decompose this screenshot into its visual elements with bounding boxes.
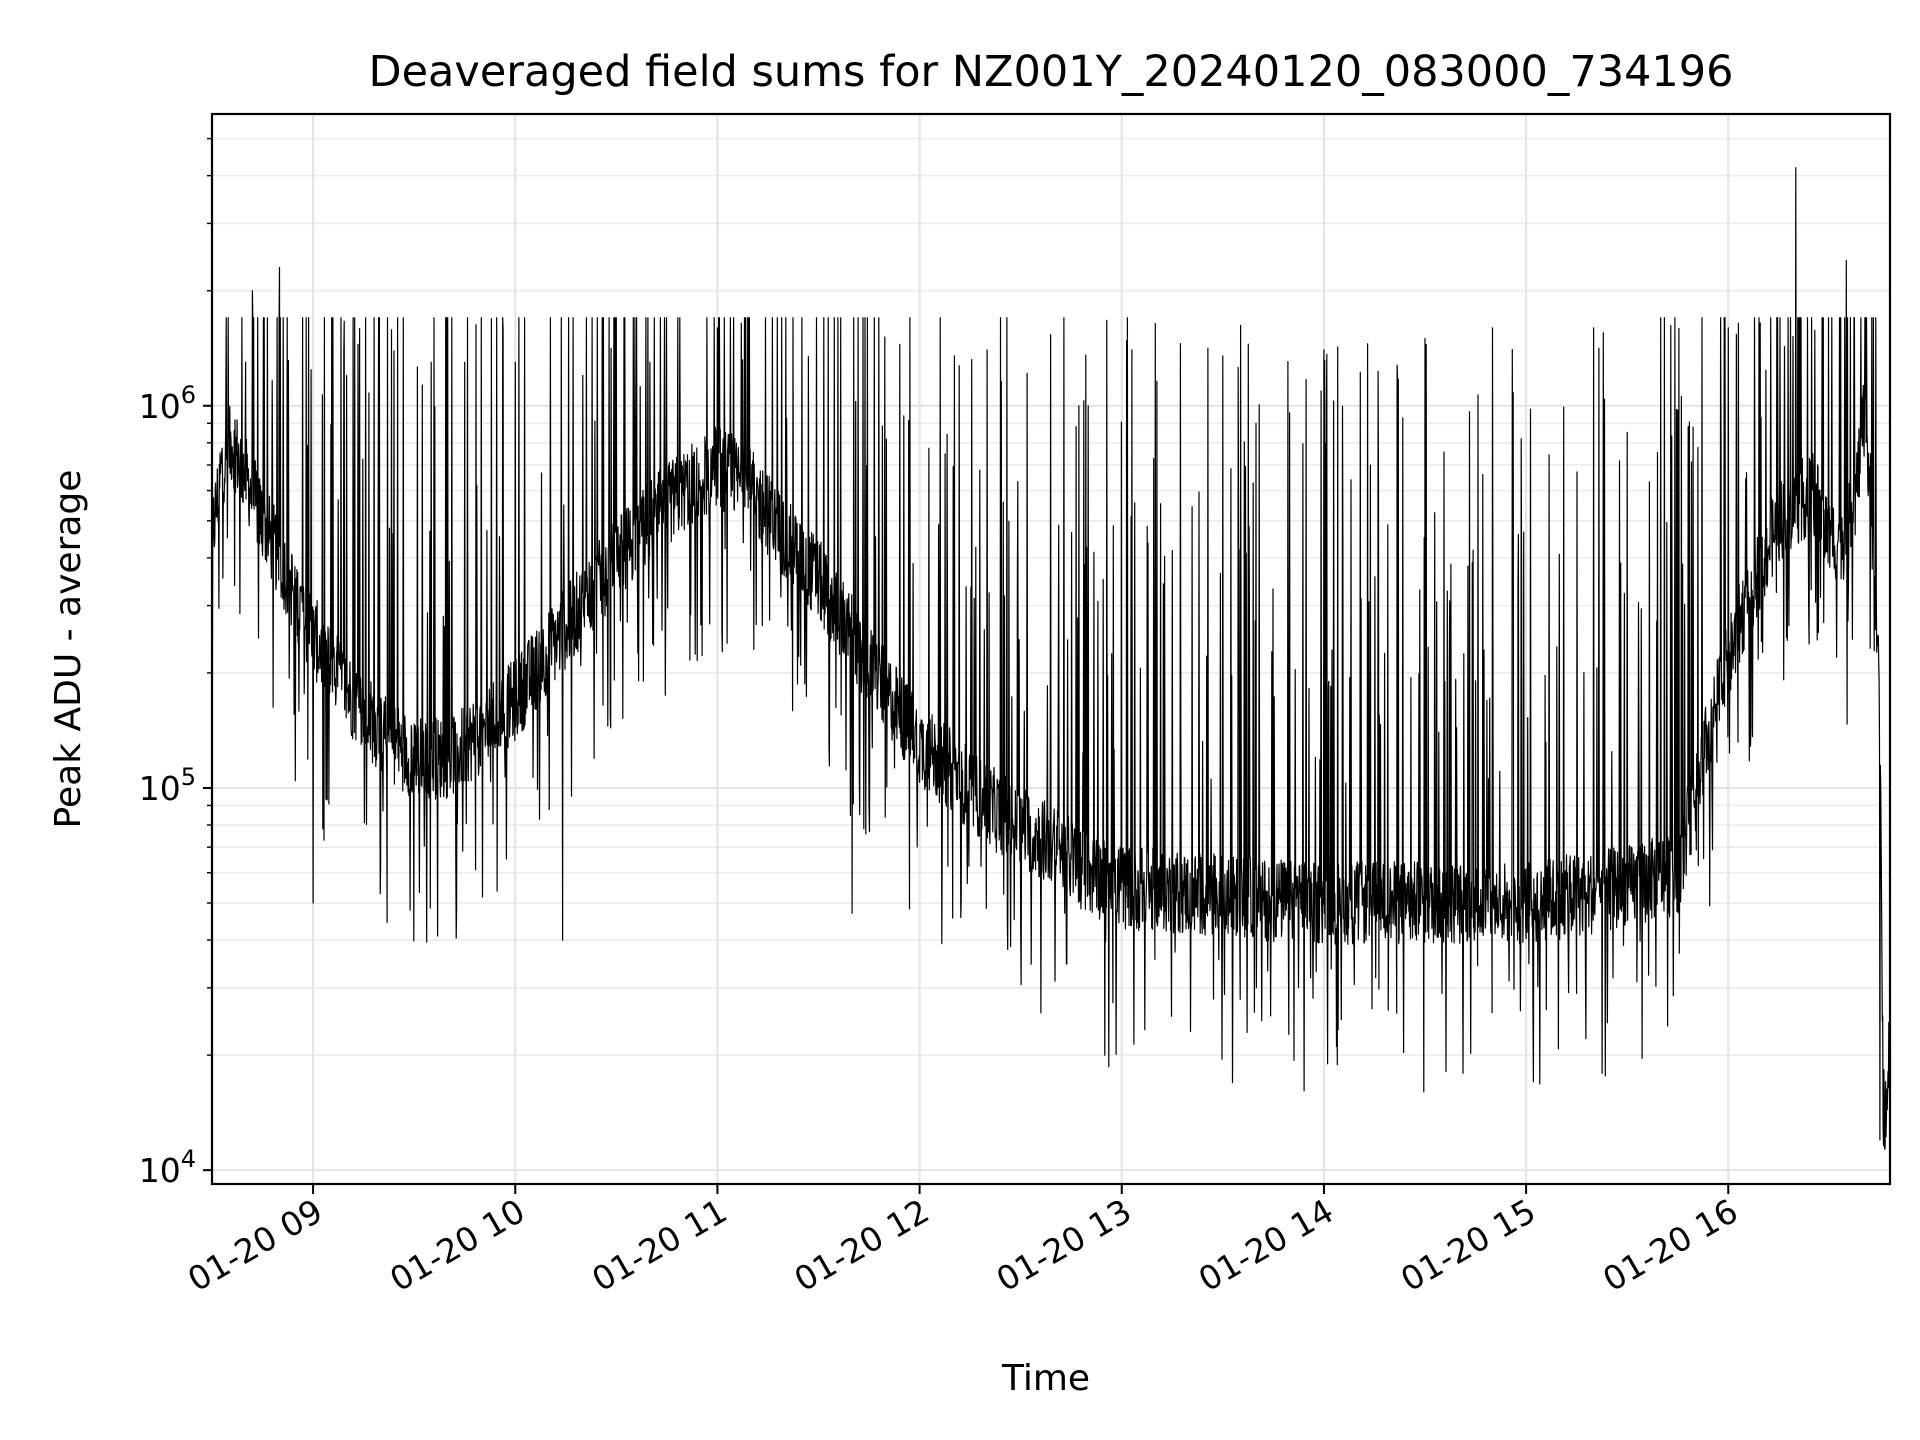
y-tick-label: 104 — [139, 1145, 196, 1190]
y-tick-label: 106 — [139, 381, 196, 426]
plot-frame — [210, 112, 1892, 1186]
y-axis-title: Peak ADU - average — [48, 470, 89, 829]
series-line — [212, 167, 1890, 1150]
x-axis-title: Time — [1001, 1358, 1090, 1399]
chart-title: Deaveraged field sums for NZ001Y_2024012… — [368, 47, 1733, 97]
plot-area — [212, 167, 1890, 1150]
y-tick-label: 105 — [139, 763, 196, 808]
